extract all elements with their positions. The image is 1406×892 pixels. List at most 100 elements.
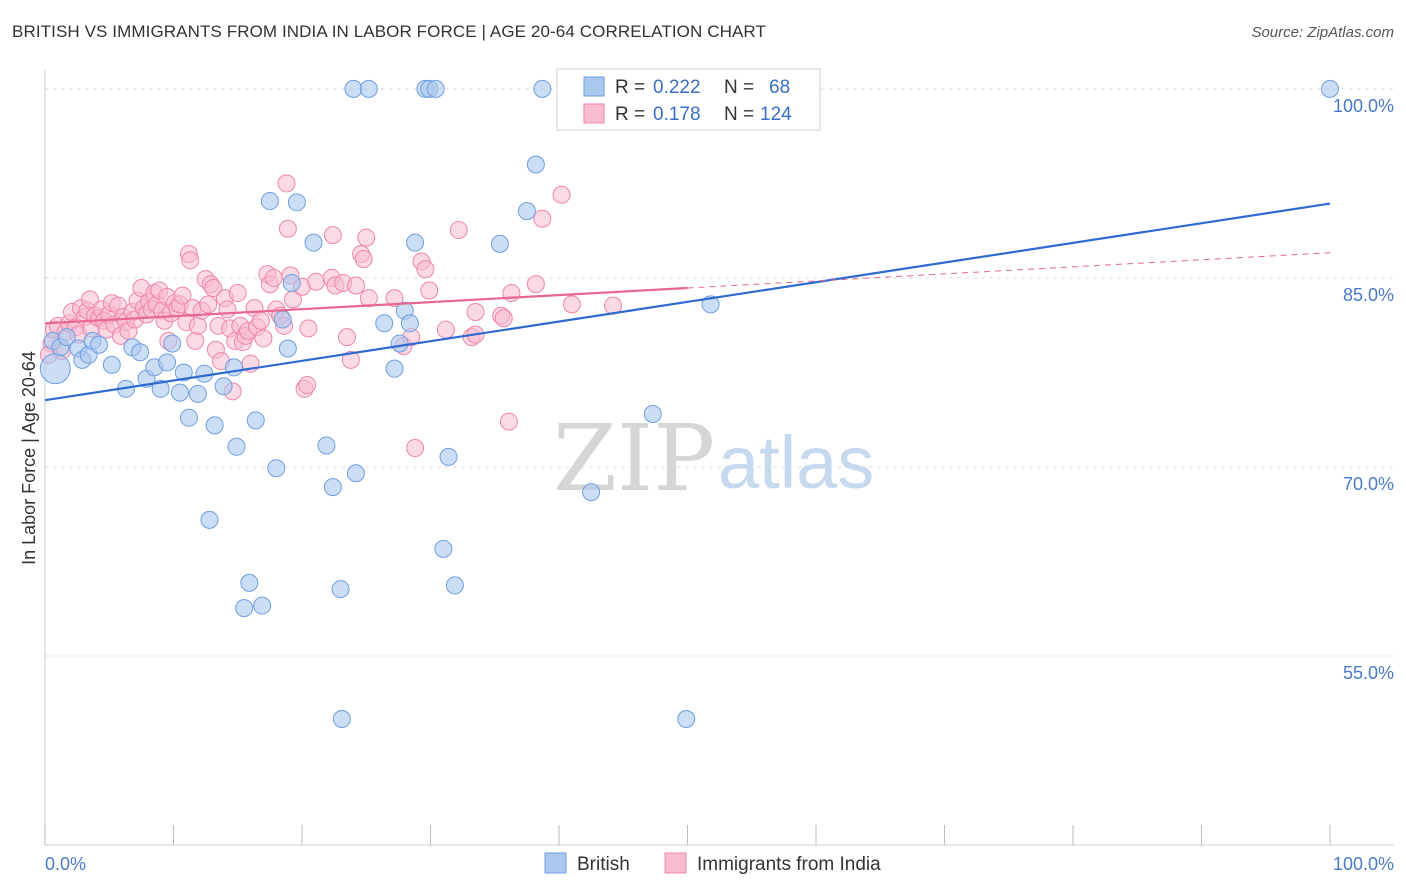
y-tick-label: 85.0% [1343, 285, 1394, 305]
british-point [701, 295, 720, 314]
india-point [420, 281, 439, 300]
india-point [199, 295, 218, 314]
india-point [204, 279, 223, 298]
india-r-label: R = [615, 104, 645, 125]
british-point [200, 510, 219, 529]
british-point [582, 483, 601, 502]
british-point [278, 339, 297, 358]
axis-layer [44, 70, 1394, 846]
british-point [260, 192, 279, 211]
legend-swatch-british [544, 852, 567, 874]
british-point [385, 359, 404, 378]
india-point [254, 329, 273, 348]
watermark: ZIP atlas [553, 405, 874, 512]
india-point [173, 286, 192, 305]
legend-label-british: British [577, 854, 630, 875]
british-point [400, 314, 419, 333]
x-tick-labels: 0.0% 100.0% [45, 854, 1394, 874]
india-point [346, 276, 365, 295]
british-legend-swatch [583, 76, 605, 97]
india-point [278, 219, 297, 238]
india-point [466, 302, 485, 321]
british-point [331, 580, 350, 599]
british-point [158, 353, 177, 372]
british-point [359, 79, 378, 98]
british-point [406, 233, 425, 252]
british-point [517, 202, 536, 221]
india-n-value: 124 [760, 104, 792, 125]
india-point [494, 309, 513, 328]
stats-legend: R = 0.222 N = 68 R = 0.178 N = 124 [556, 68, 821, 131]
legend-swatch-india [664, 852, 687, 874]
x-tick-label: 100.0% [1333, 854, 1394, 874]
india-point [323, 226, 342, 245]
british-point [526, 155, 545, 174]
india-point [406, 439, 425, 458]
british-point [323, 478, 342, 497]
india-point [188, 316, 207, 335]
chart-title: BRITISH VS IMMIGRANTS FROM INDIA IN LABO… [12, 22, 766, 41]
british-point [439, 447, 458, 466]
british-point [273, 310, 292, 329]
british-point [253, 596, 272, 615]
india-point [359, 289, 378, 308]
british-point [39, 353, 71, 385]
british-point [375, 314, 394, 333]
india-point [354, 250, 373, 269]
india-legend-swatch [583, 103, 605, 124]
british-point [533, 79, 552, 98]
british-point [426, 79, 445, 98]
x-tick-label: 0.0% [45, 854, 86, 874]
british-n-value: 68 [769, 77, 790, 98]
british-point [151, 379, 170, 398]
british-point [57, 328, 76, 347]
india-point [562, 295, 581, 314]
british-r-label: R = [615, 77, 645, 98]
india-point [181, 251, 200, 270]
india-point [436, 320, 455, 339]
british-point [246, 411, 265, 430]
india-points [39, 174, 622, 458]
india-point [299, 319, 318, 338]
grid-layer [45, 88, 1394, 657]
british-point [195, 364, 214, 383]
british-point [179, 408, 198, 427]
british-point [89, 335, 108, 354]
series-legend: British Immigrants from India [544, 852, 881, 875]
india-point [499, 412, 518, 431]
india-point [228, 284, 247, 303]
india-point [264, 268, 283, 287]
india-point [298, 376, 317, 395]
british-point [102, 355, 121, 374]
british-point [344, 79, 363, 98]
british-point [317, 436, 336, 455]
india-point [357, 228, 376, 247]
british-point [643, 405, 662, 424]
india-point [526, 275, 545, 294]
british-point [1321, 79, 1339, 98]
british-point [445, 576, 464, 595]
british-r-value: 0.222 [653, 77, 701, 98]
british-point [677, 709, 696, 728]
british-point [227, 437, 246, 456]
watermark-zip: ZIP [553, 405, 715, 512]
british-point [390, 334, 409, 353]
source-label: Source: ZipAtlas.com [1251, 24, 1394, 41]
british-point [235, 599, 254, 618]
british-point [205, 416, 224, 435]
british-point [282, 273, 301, 292]
india-r-value: 0.178 [653, 104, 701, 125]
india-point [218, 300, 237, 319]
british-trend-line [44, 202, 1331, 402]
british-point [174, 363, 193, 382]
british-points [39, 79, 1339, 728]
british-point [214, 377, 233, 396]
india-point [307, 272, 326, 291]
british-point [346, 464, 365, 483]
india-point [385, 289, 404, 308]
british-point [170, 383, 189, 402]
india-point [552, 185, 571, 204]
british-point [131, 343, 150, 362]
british-point [287, 193, 306, 212]
india-trend-line [44, 286, 688, 325]
